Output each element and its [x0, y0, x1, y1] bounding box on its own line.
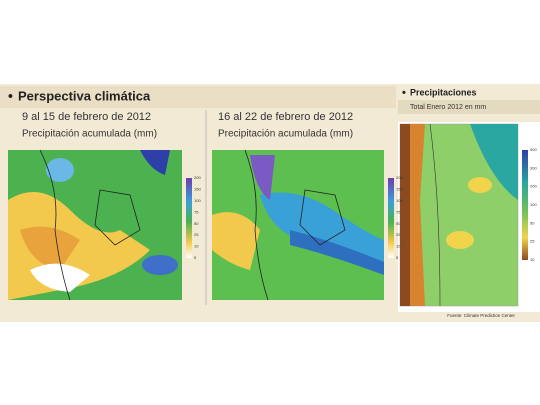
scale-label: 50 [396, 221, 401, 226]
scale-label: 10 [396, 244, 401, 249]
scale-label: 200 [396, 175, 403, 180]
scale-label: 200 [194, 175, 201, 180]
map [212, 149, 384, 301]
source: Fuente: Climate Prediction Center [447, 313, 515, 318]
scale-label: 25 [530, 239, 535, 244]
title: Precipitaciones [410, 87, 477, 97]
colorbar [522, 150, 528, 260]
panel-subtitle: Precipitación acumulada (mm) [22, 129, 157, 140]
panel-date: 16 al 22 de febrero de 2012 [218, 111, 353, 123]
title: Perspectiva climática [18, 88, 151, 103]
scale-label: 75 [194, 209, 199, 214]
scale-label: 25 [194, 232, 199, 237]
scale-label: 300 [530, 165, 537, 170]
scale-label: 10 [194, 244, 199, 249]
colorbar [186, 178, 192, 258]
scale-label: 5 [396, 255, 399, 260]
scale-label: 75 [396, 209, 401, 214]
bullet: • [402, 87, 406, 99]
colorbar [388, 178, 394, 258]
subtitle: Total Enero 2012 en mm [410, 104, 486, 111]
header-bar [0, 86, 396, 108]
scale-label: 150 [396, 186, 403, 191]
scale-label: 100 [194, 198, 201, 203]
bullet: • [8, 88, 13, 104]
scale-label: 25 [396, 232, 401, 237]
scale-label: 150 [194, 186, 201, 191]
scale-label: 10 [530, 257, 535, 262]
subtitle-bar [398, 100, 540, 114]
scale-label: 400 [530, 147, 537, 152]
panel-date: 9 al 15 de febrero de 2012 [22, 111, 151, 123]
scale-label: 50 [194, 221, 199, 226]
scale-label: 200 [530, 184, 537, 189]
map [399, 123, 519, 307]
scale-label: 50 [530, 220, 535, 225]
map [8, 149, 182, 301]
panel-subtitle: Precipitación acumulada (mm) [218, 129, 353, 140]
scale-label: 100 [396, 198, 403, 203]
scale-label: 5 [194, 255, 197, 260]
scale-label: 100 [530, 202, 537, 207]
